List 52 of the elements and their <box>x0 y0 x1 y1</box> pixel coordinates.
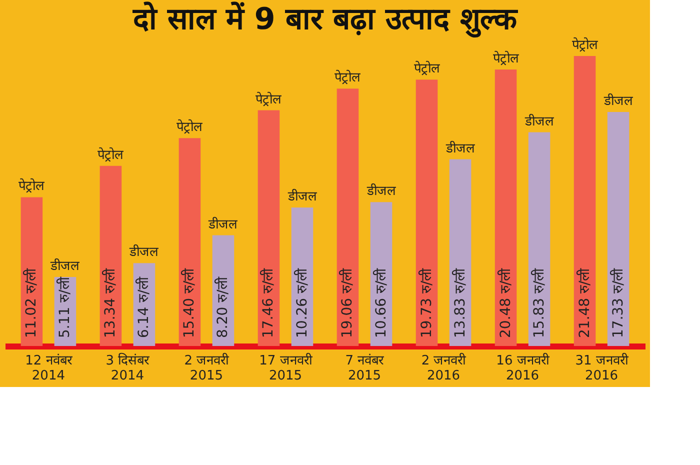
data-label: 11.02 रु/ली <box>22 268 40 338</box>
x-tick-label: 31 जनवरी 2016 <box>575 352 629 384</box>
data-label: 19.73 रु/ली <box>418 268 435 338</box>
bar <box>416 80 438 346</box>
bar <box>494 70 517 346</box>
text: पेट्रोल <box>492 52 519 66</box>
bar <box>258 110 280 346</box>
text: डीजल <box>524 114 554 130</box>
bar <box>528 132 550 346</box>
data-label: 10.26 रु/ली <box>293 268 310 338</box>
text: पेट्रोल <box>334 70 361 86</box>
text: पेट्रोल <box>176 120 203 136</box>
bar <box>100 166 122 346</box>
x-tick-label: 2 जनवरी 2016 <box>421 352 467 384</box>
x-tick-label: 7 नवंबर 2015 <box>345 354 385 384</box>
data-label: 15.40 रु/ली <box>180 268 198 338</box>
x-tick-label: 3 दिसंबर 2014 <box>106 352 150 384</box>
data-label: 17.46 रु/ली <box>260 268 277 338</box>
x-tick-label: 2 जनवरी 2015 <box>184 352 230 384</box>
x-tick-label: 16 जनवरी 2016 <box>496 352 550 384</box>
chart-title: दो साल में 9 बार बढ़ा उत्पाद शुल्क <box>132 1 518 38</box>
text: पेट्रोल <box>98 148 124 163</box>
text: डीजल <box>130 245 159 260</box>
data-label: 15.83 रु/ली <box>530 268 548 338</box>
x-tick-label: 17 जनवरी 2015 <box>259 352 313 384</box>
bar <box>449 159 472 346</box>
data-label: 17.33 रु/ली <box>609 268 626 338</box>
data-label: 21.48 रु/ली <box>576 268 593 338</box>
bar <box>607 112 630 346</box>
data-label: 20.48 रु/ली <box>496 268 514 338</box>
data-label: 13.34 रु/ली <box>102 268 119 338</box>
text: डीजल <box>288 189 317 204</box>
data-label: 5.11 रु/ली <box>56 276 74 338</box>
text: डीजल <box>50 259 80 274</box>
series-label: पेट्रोल <box>256 91 282 108</box>
bar <box>20 197 43 346</box>
text: पेट्रोल <box>414 62 440 77</box>
data-label: 19.06 रु/ली <box>338 268 356 338</box>
bar <box>336 88 359 346</box>
series-label: डीजल <box>602 93 633 110</box>
bar <box>574 56 596 346</box>
text: पेट्रोल <box>18 179 45 194</box>
data-label: 10.66 रु/ली <box>372 268 390 338</box>
text: डीजल <box>208 217 238 232</box>
x-tick-label: 12 नवंबर 2014 <box>25 354 73 384</box>
text: डीजल <box>366 184 396 200</box>
bar <box>178 138 201 346</box>
text: पेट्रोल <box>572 38 598 53</box>
data-label: 6.14 रु/ली <box>135 276 152 338</box>
data-label: 8.20 रु/ली <box>214 276 232 338</box>
text: डीजल <box>446 141 475 156</box>
data-label: 13.83 रु/ली <box>451 268 468 338</box>
